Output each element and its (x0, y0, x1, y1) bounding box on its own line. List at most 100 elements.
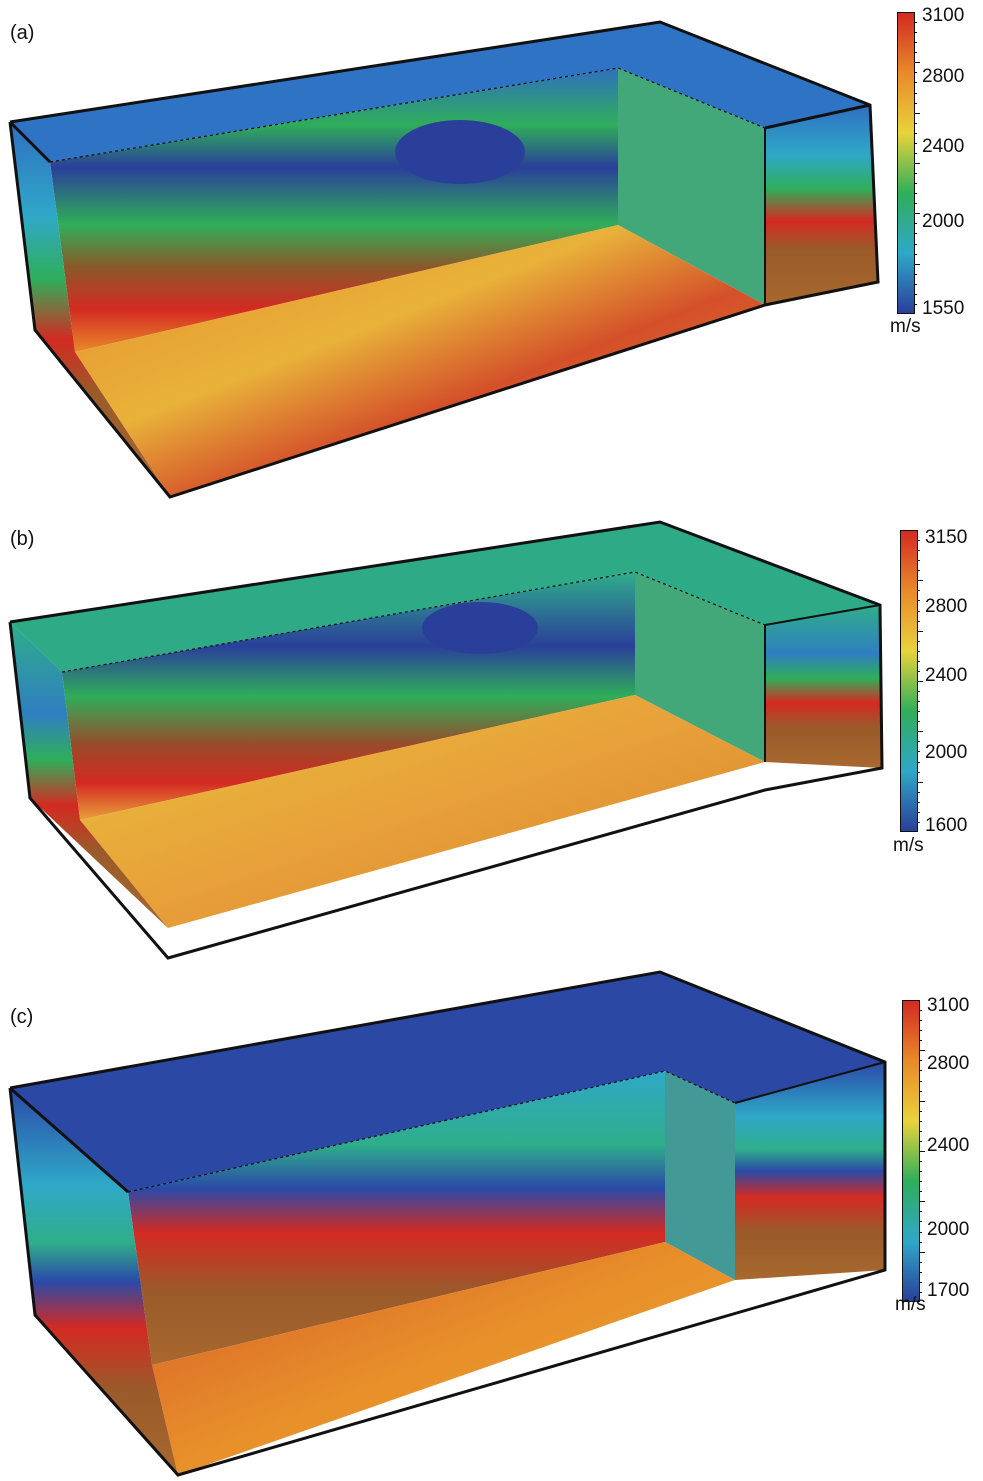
colorbar-tick: 3150 (925, 527, 968, 548)
colorbar-tick: 1700 (927, 1280, 970, 1301)
colorbar-minor-tick (917, 550, 920, 552)
colorbar-minor-tick (917, 761, 920, 763)
velocity-cube-a (8, 20, 880, 499)
colorbar-minor-tick (917, 781, 923, 783)
colorbar-tick: 2000 (925, 742, 968, 763)
colorbar-unit: m/s (890, 316, 921, 337)
colorbar-minor-tick (914, 42, 917, 44)
colorbar-minor-tick (919, 1050, 925, 1052)
colorbar-minor-tick (917, 711, 920, 713)
colorbar-minor-tick (914, 193, 917, 195)
colorbar-minor-tick (917, 670, 920, 672)
colorbar-minor-tick (917, 811, 920, 813)
colorbar-minor-tick (917, 650, 920, 652)
colorbar-minor-tick (914, 62, 920, 64)
colorbar-minor-tick (919, 1151, 925, 1152)
colorbar-minor-tick (917, 741, 920, 743)
colorbar-minor-tick (914, 303, 917, 305)
colorbar-minor-tick (917, 580, 923, 582)
panel-label: (c) (10, 1006, 34, 1028)
colorbar-minor-tick (914, 183, 917, 185)
colorbar-minor-tick (919, 1161, 922, 1163)
colorbar-tick: 2400 (922, 136, 965, 157)
colorbar-tick: 2000 (927, 1219, 970, 1240)
colorbar-minor-tick (917, 721, 920, 723)
colorbar-minor-tick (914, 213, 920, 215)
colorbar-minor-tick (919, 1140, 922, 1142)
panel-b: (b) (0, 500, 983, 970)
colorbar-minor-tick (914, 72, 917, 74)
panel-a: (a) (0, 0, 983, 500)
colorbar-minor-tick (914, 253, 917, 255)
colorbar-minor-tick (914, 243, 917, 245)
colorbar-minor-tick (914, 122, 917, 124)
colorbar-minor-tick (919, 1130, 922, 1132)
colorbar-minor-tick (919, 1251, 925, 1253)
colorbar-minor-tick (919, 1030, 922, 1032)
colorbar-minor-tick (917, 540, 920, 542)
colorbar-tick: 1600 (925, 815, 968, 836)
colorbar-minor-tick (917, 771, 920, 773)
colorbar-minor-tick (914, 32, 917, 34)
colorbar-minor-tick (919, 1291, 922, 1293)
colorbar-minor-tick (917, 620, 920, 622)
colorbar-minor-tick (919, 1040, 922, 1042)
colorbar-minor-tick (919, 1120, 922, 1122)
colorbar-minor-tick (914, 263, 920, 265)
colorbar-tick: 2800 (922, 66, 965, 87)
colorbar-minor-tick (914, 273, 917, 275)
colorbar-minor-tick (914, 233, 917, 235)
colorbar-c (902, 1000, 920, 1302)
colorbar-minor-tick (917, 570, 920, 572)
colorbar-minor-tick (917, 640, 920, 642)
colorbar-minor-tick (919, 1100, 925, 1102)
colorbar-minor-tick (919, 1060, 922, 1062)
colorbar-minor-tick (919, 1191, 922, 1193)
colorbar-tick: 2800 (927, 1053, 970, 1074)
colorbar-minor-tick (914, 283, 917, 285)
colorbar-unit: m/s (893, 835, 924, 856)
colorbar-minor-tick (919, 1261, 922, 1263)
colorbar-minor-tick (914, 173, 917, 175)
colorbar-minor-tick (914, 163, 920, 164)
colorbar-minor-tick (914, 203, 917, 205)
colorbar-minor-tick (914, 132, 917, 134)
colorbar-b (900, 530, 918, 832)
colorbar-tick: 2400 (927, 1135, 970, 1156)
colorbar-minor-tick (914, 92, 917, 94)
colorbar-minor-tick (917, 681, 923, 682)
colorbar-minor-tick (919, 1231, 922, 1233)
colorbar-minor-tick (917, 660, 920, 662)
colorbar-tick: 3100 (922, 5, 965, 26)
panel-label: (a) (10, 22, 35, 44)
colorbar-minor-tick (914, 22, 917, 24)
panel-c: (c) (0, 970, 983, 1481)
colorbar-minor-tick (919, 1090, 922, 1092)
colorbar-minor-tick (919, 1110, 922, 1112)
colorbar-minor-tick (919, 1010, 922, 1012)
colorbar-minor-tick (919, 1241, 922, 1243)
colorbar-minor-tick (917, 630, 923, 632)
colorbar-minor-tick (917, 560, 920, 562)
colorbar-minor-tick (917, 701, 920, 703)
colorbar-minor-tick (919, 1080, 922, 1082)
colorbar-minor-tick (917, 801, 920, 803)
colorbar-minor-tick (914, 82, 917, 84)
velocity-cube-b (8, 520, 884, 960)
colorbar-unit: m/s (895, 1294, 926, 1315)
colorbar-tick: 2000 (922, 211, 965, 232)
colorbar-minor-tick (914, 142, 917, 144)
colorbar-tick: 3100 (927, 995, 970, 1016)
colorbar-a (897, 12, 915, 314)
colorbar-minor-tick (914, 152, 917, 154)
colorbar-minor-tick (914, 293, 917, 295)
colorbar-tick: 1550 (922, 298, 965, 319)
colorbar-minor-tick (917, 751, 920, 753)
colorbar-minor-tick (919, 1070, 922, 1072)
colorbar-minor-tick (919, 1181, 922, 1183)
colorbar-minor-tick (917, 590, 920, 592)
colorbar-tick: 2400 (925, 665, 968, 686)
colorbar-tick: 2800 (925, 596, 968, 617)
colorbar-minor-tick (919, 1201, 925, 1203)
velocity-cube-c (8, 970, 887, 1477)
